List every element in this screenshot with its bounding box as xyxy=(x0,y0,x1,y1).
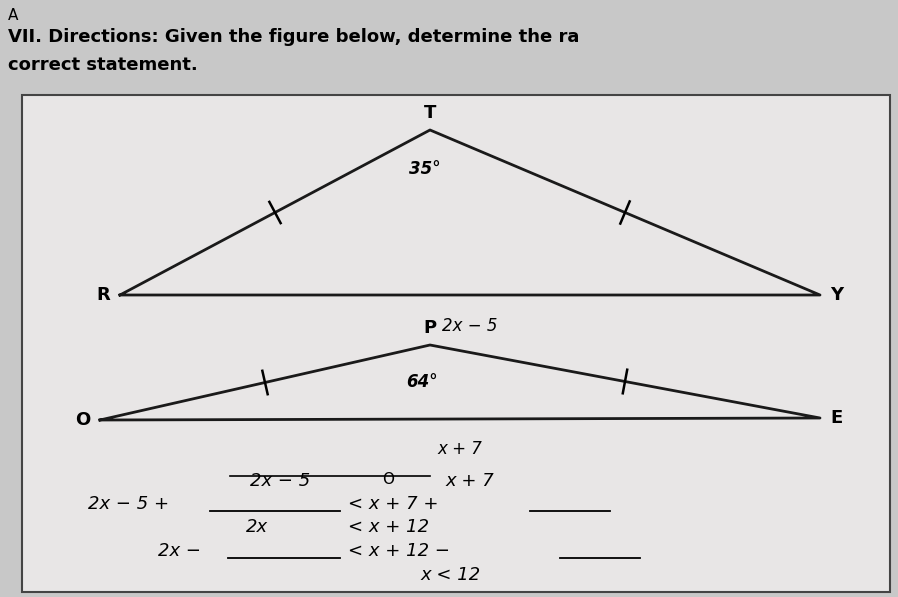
Text: 2x − 5: 2x − 5 xyxy=(442,317,497,335)
Text: 2x −: 2x − xyxy=(158,542,201,560)
Text: A: A xyxy=(8,8,18,23)
Text: O: O xyxy=(382,472,394,487)
Text: x < 12: x < 12 xyxy=(420,566,480,584)
Text: 2x − 5 +: 2x − 5 + xyxy=(88,495,169,513)
Bar xyxy=(22,95,890,592)
Text: R: R xyxy=(96,286,110,304)
Text: P: P xyxy=(424,319,436,337)
Text: VII. Directions: Given the figure below, determine the ra: VII. Directions: Given the figure below,… xyxy=(8,28,579,46)
Text: 64°: 64° xyxy=(406,373,438,391)
Text: x + 7: x + 7 xyxy=(437,440,482,458)
Text: 2x − 5: 2x − 5 xyxy=(250,472,310,490)
Text: x + 7: x + 7 xyxy=(445,472,494,490)
Text: E: E xyxy=(830,409,842,427)
Text: T: T xyxy=(424,104,436,122)
Text: 2x: 2x xyxy=(246,518,268,536)
Text: O: O xyxy=(75,411,90,429)
Text: 35°: 35° xyxy=(409,160,441,178)
Text: < x + 12: < x + 12 xyxy=(348,518,429,536)
Text: Y: Y xyxy=(830,286,843,304)
Text: correct statement.: correct statement. xyxy=(8,56,198,74)
Text: < x + 7 +: < x + 7 + xyxy=(348,495,438,513)
Text: < x + 12 −: < x + 12 − xyxy=(348,542,450,560)
